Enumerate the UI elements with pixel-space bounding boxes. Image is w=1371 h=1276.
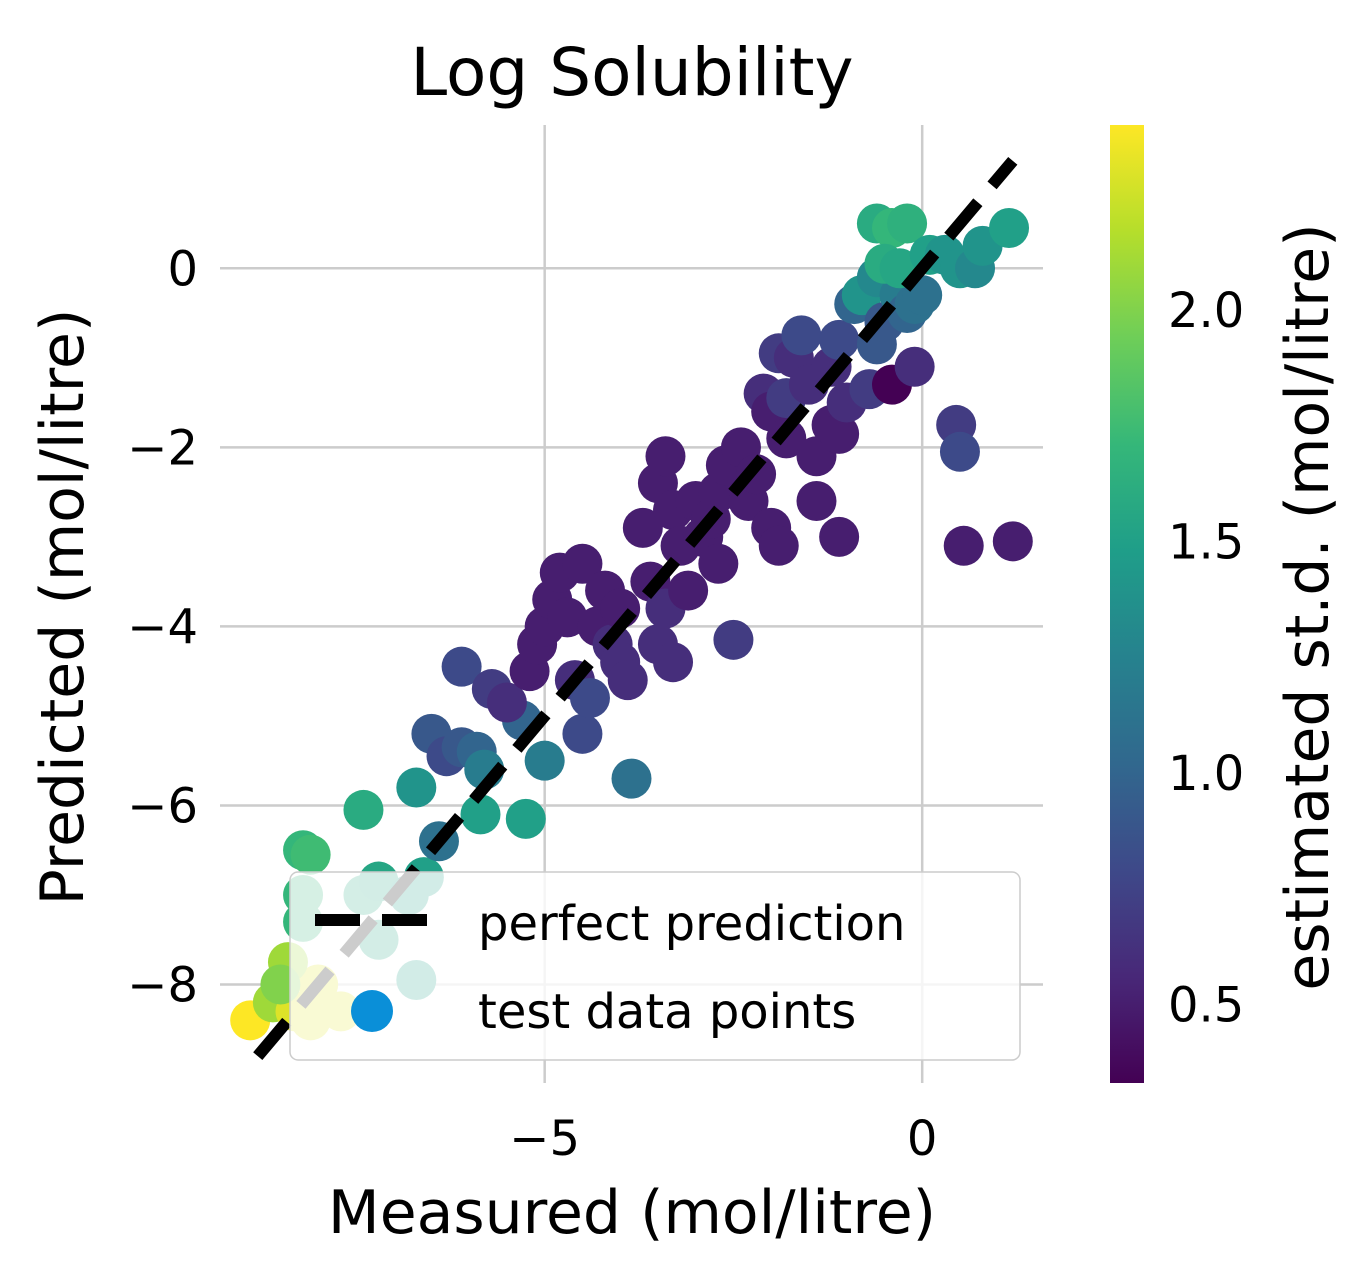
data-point: [290, 834, 331, 875]
perfect-prediction-line: [253, 156, 1018, 1061]
data-point: [547, 597, 588, 638]
data-point: [698, 543, 739, 584]
chart-title: Log Solubility: [410, 34, 853, 111]
data-point: [524, 740, 565, 781]
data-point: [887, 203, 928, 244]
data-point: [796, 481, 837, 522]
data-point: [668, 570, 709, 611]
data-point: [396, 767, 437, 808]
y-tick-label: −6: [127, 778, 198, 834]
data-point: [713, 619, 754, 660]
data-point: [622, 507, 663, 548]
data-point: [505, 798, 546, 839]
data-point: [441, 646, 482, 687]
legend-label-test-data-points: test data points: [478, 984, 856, 1040]
data-point: [943, 525, 984, 566]
data-point: [819, 516, 860, 557]
colorbar-tick-label: 2.0: [1168, 283, 1244, 339]
x-tick-label: 0: [907, 1111, 938, 1167]
data-point: [781, 315, 822, 356]
axis-ticks: −5 0 0 −2 −4 −6 −8: [127, 241, 937, 1167]
data-point: [653, 642, 694, 683]
legend: perfect prediction test data points: [289, 871, 1021, 1061]
data-point: [758, 525, 799, 566]
colorbar: [1110, 125, 1144, 1083]
data-point: [562, 543, 603, 584]
y-axis-label: Predicted (mol/litre): [28, 309, 98, 906]
legend-label-perfect-prediction: perfect prediction: [478, 896, 905, 952]
data-point: [569, 678, 610, 719]
y-tick-label: 0: [167, 241, 198, 297]
data-point: [819, 319, 860, 360]
data-point: [992, 521, 1033, 562]
colorbar-tick-label: 1.5: [1168, 515, 1244, 571]
colorbar-tick-label: 0.5: [1168, 977, 1244, 1033]
data-point: [611, 758, 652, 799]
y-tick-label: −4: [127, 599, 198, 655]
legend-point-marker: [351, 990, 393, 1032]
colorbar-label: estimated st.d. (mol/litre): [1273, 223, 1343, 990]
colorbar-ticks: 0.5 1.0 1.5 2.0: [1168, 283, 1244, 1033]
colorbar-tick-label: 1.0: [1168, 746, 1244, 802]
data-point: [607, 660, 648, 701]
data-point: [460, 794, 501, 835]
legend-frame: [289, 871, 1021, 1061]
data-point: [486, 682, 527, 723]
data-point: [645, 436, 686, 477]
x-tick-label: −5: [509, 1111, 580, 1167]
y-tick-label: −2: [127, 420, 198, 476]
data-point: [939, 431, 980, 472]
data-point: [819, 413, 860, 454]
data-point: [989, 207, 1030, 248]
data-point: [562, 713, 603, 754]
y-tick-label: −8: [127, 958, 198, 1014]
data-point: [894, 346, 935, 387]
x-axis-label: Measured (mol/litre): [328, 1178, 936, 1248]
data-point: [343, 789, 384, 830]
